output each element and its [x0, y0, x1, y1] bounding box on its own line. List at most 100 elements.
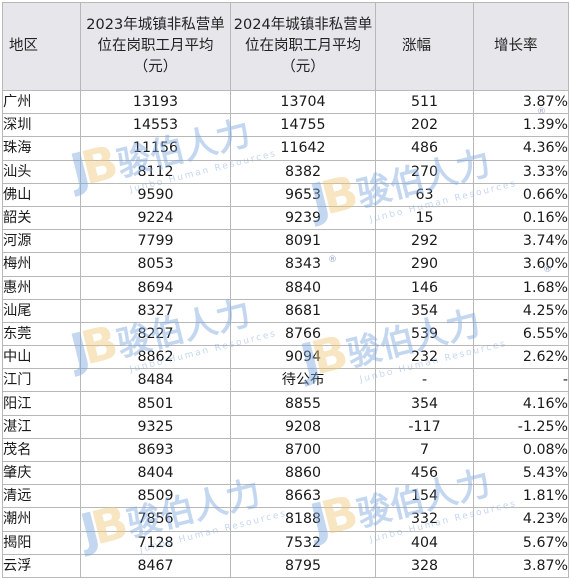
table-row: 湛江 9325 9208 -117 -1.25%: [2, 414, 569, 439]
cell-growth: 3.33%: [473, 159, 569, 184]
cell-wage-2024: 8663: [230, 484, 376, 509]
table-row: 珠海 11156 11642 486 4.36%: [2, 136, 569, 161]
header-growth: 增长率: [473, 2, 569, 91]
cell-wage-2024: 9653: [230, 182, 376, 207]
cell-wage-2024: 8343: [230, 252, 376, 277]
cell-wage-2024: 14755: [230, 113, 376, 138]
table-body: 广州 13193 13704 511 3.87% 深圳 14553 14755 202 1.39%…: [2, 89, 569, 578]
cell-wage-2023: 8501: [80, 391, 231, 416]
cell-growth: 6.55%: [473, 321, 569, 347]
cell-increase: 354: [375, 298, 474, 323]
cell-region: 佛山: [2, 182, 81, 207]
cell-growth: 3.87%: [473, 89, 569, 115]
table-row: 广州 13193 13704 511 3.87%: [2, 89, 569, 115]
cell-region: 珠海: [2, 136, 81, 161]
cell-increase: -117: [375, 414, 474, 439]
cell-increase: 328: [375, 553, 474, 578]
cell-growth: 2.62%: [473, 345, 569, 370]
header-row: 地区 2023年城镇非私营单位在岗职工月平均（元） 2024年城镇非私营单位在岗…: [2, 2, 569, 91]
cell-wage-2023: 8053: [80, 252, 231, 277]
cell-region: 梅州: [2, 252, 81, 277]
table-row: 揭阳 7128 7532 404 5.67%: [2, 530, 569, 555]
cell-wage-2024: 待公布: [230, 368, 376, 393]
cell-increase: 63: [375, 182, 474, 207]
table-row: 茂名 8693 8700 7 0.08%: [2, 437, 569, 463]
cell-increase: 232: [375, 345, 474, 370]
table-row: 汕头 8112 8382 270 3.33%: [2, 159, 569, 184]
cell-region: 清远: [2, 484, 81, 509]
cell-growth: 1.68%: [473, 275, 569, 300]
cell-wage-2024: 11642: [230, 136, 376, 161]
cell-increase: 539: [375, 321, 474, 347]
cell-region: 云浮: [2, 553, 81, 578]
cell-region: 惠州: [2, 275, 81, 300]
cell-growth: 4.23%: [473, 507, 569, 532]
cell-growth: 0.16%: [473, 205, 569, 231]
cell-wage-2023: 8484: [80, 368, 231, 393]
cell-wage-2023: 7128: [80, 530, 231, 555]
cell-growth: 1.81%: [473, 484, 569, 509]
header-wage-2024: 2024年城镇非私营单位在岗职工月平均（元）: [230, 2, 376, 91]
cell-region: 潮州: [2, 507, 81, 532]
cell-wage-2024: 8795: [230, 553, 376, 578]
cell-region: 湛江: [2, 414, 81, 439]
cell-wage-2023: 8862: [80, 345, 231, 370]
cell-increase: 270: [375, 159, 474, 184]
cell-increase: 404: [375, 530, 474, 555]
cell-growth: 5.43%: [473, 460, 569, 486]
cell-wage-2024: 8855: [230, 391, 376, 416]
cell-region: 汕尾: [2, 298, 81, 323]
cell-wage-2024: 13704: [230, 89, 376, 115]
table-row: 东莞 8227 8766 539 6.55%: [2, 321, 569, 347]
table-row: 河源 7799 8091 292 3.74%: [2, 229, 569, 254]
cell-wage-2024: 9208: [230, 414, 376, 439]
cell-increase: 292: [375, 229, 474, 254]
cell-region: 汕头: [2, 159, 81, 184]
cell-wage-2023: 7799: [80, 229, 231, 254]
cell-region: 肇庆: [2, 460, 81, 486]
cell-wage-2023: 8112: [80, 159, 231, 184]
table-header: 地区 2023年城镇非私营单位在岗职工月平均（元） 2024年城镇非私营单位在岗…: [2, 2, 569, 91]
cell-region: 深圳: [2, 113, 81, 138]
cell-growth: 3.74%: [473, 229, 569, 254]
cell-increase: 202: [375, 113, 474, 138]
cell-increase: 15: [375, 205, 474, 231]
cell-increase: 332: [375, 507, 474, 532]
cell-growth: 5.67%: [473, 530, 569, 555]
cell-wage-2024: 8860: [230, 460, 376, 486]
cell-growth: -1.25%: [473, 414, 569, 439]
cell-growth: 4.25%: [473, 298, 569, 323]
cell-wage-2024: 9094: [230, 345, 376, 370]
cell-region: 阳江: [2, 391, 81, 416]
cell-wage-2023: 13193: [80, 89, 231, 115]
cell-wage-2023: 8467: [80, 553, 231, 578]
cell-increase: 486: [375, 136, 474, 161]
cell-growth: -: [473, 368, 569, 393]
cell-wage-2023: 9590: [80, 182, 231, 207]
cell-growth: 0.66%: [473, 182, 569, 207]
cell-wage-2024: 8681: [230, 298, 376, 323]
cell-wage-2023: 8693: [80, 437, 231, 463]
cell-growth: 4.16%: [473, 391, 569, 416]
cell-increase: 511: [375, 89, 474, 115]
table-row: 江门 8484 待公布 - -: [2, 368, 569, 393]
cell-increase: 290: [375, 252, 474, 277]
cell-wage-2024: 8382: [230, 159, 376, 184]
cell-wage-2024: 8766: [230, 321, 376, 347]
cell-region: 中山: [2, 345, 81, 370]
cell-growth: 0.08%: [473, 437, 569, 463]
registered-mark-icon: ®: [537, 107, 546, 117]
cell-region: 韶关: [2, 205, 81, 231]
cell-wage-2024: 8700: [230, 437, 376, 463]
table-row: 肇庆 8404 8860 456 5.43%: [2, 460, 569, 486]
cell-region: 广州: [2, 89, 81, 115]
cell-growth: 4.36%: [473, 136, 569, 161]
cell-region: 东莞: [2, 321, 81, 347]
table-row: 汕尾 8327 8681 354 4.25%: [2, 298, 569, 323]
cell-region: 江门: [2, 368, 81, 393]
table-row: 清远 8509 8663 154 1.81%: [2, 484, 569, 509]
cell-increase: -: [375, 368, 474, 393]
cell-wage-2023: 11156: [80, 136, 231, 161]
cell-increase: 456: [375, 460, 474, 486]
